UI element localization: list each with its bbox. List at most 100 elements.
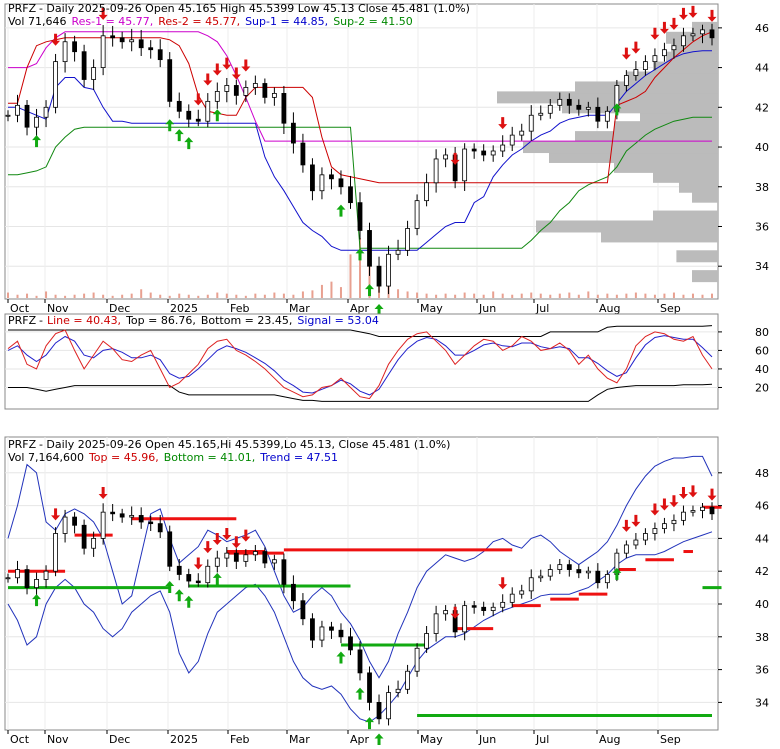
- volume-bar: [473, 293, 476, 298]
- candle-body: [129, 39, 135, 43]
- up-arrow-marker: [32, 594, 42, 607]
- volume-profile-bar: [601, 230, 718, 243]
- volume-bar: [73, 294, 76, 298]
- x-tick-label: Nov: [47, 302, 69, 315]
- y-tick-label: 44: [755, 532, 769, 545]
- candle-body: [148, 521, 154, 525]
- x-tick-label: Jul: [535, 302, 549, 315]
- volume-bar: [539, 293, 542, 298]
- sup2-readout: Sup-2 = 41.50: [333, 15, 413, 28]
- candle-body: [509, 593, 515, 603]
- up-arrow-marker: [32, 135, 42, 148]
- volume-profile-bar: [653, 170, 718, 183]
- volume-profile-bar: [497, 91, 718, 104]
- y-tick-label: 48: [755, 467, 769, 480]
- x-tick-label: Nov: [47, 733, 69, 745]
- candle-body: [643, 61, 648, 70]
- candle-body: [643, 533, 648, 541]
- down-arrow-marker: [51, 508, 61, 521]
- y-tick-label: 34: [755, 260, 769, 273]
- candle-body: [595, 106, 601, 122]
- volume-bar: [254, 293, 257, 298]
- trend-volume-readout: Vol 7,164,600: [8, 451, 84, 464]
- candle-body: [519, 590, 525, 595]
- down-arrow-marker: [222, 57, 232, 70]
- up-arrow-marker: [612, 567, 622, 580]
- volume-bar: [711, 293, 713, 298]
- up-arrow-marker: [612, 103, 622, 116]
- candle-body: [43, 106, 49, 118]
- candle-body: [53, 533, 58, 572]
- down-arrow-marker: [688, 5, 698, 18]
- osc-line-readout: Line = 40.43,: [47, 314, 121, 327]
- volume-bar: [482, 294, 485, 298]
- volume-bar: [26, 293, 29, 298]
- candle-body: [329, 626, 334, 631]
- volume-bar: [64, 295, 67, 298]
- trend-ticker: PRFZ: [8, 438, 37, 451]
- candle-body: [252, 551, 258, 556]
- candle-body: [271, 93, 277, 98]
- down-arrow-marker: [631, 514, 641, 527]
- candle-body: [652, 528, 658, 534]
- volume-bar: [83, 293, 86, 298]
- price-ohlc-text: - Daily 2025-09-26 Open 45.165 High 45.5…: [39, 2, 470, 15]
- volume-bar: [549, 294, 552, 298]
- volume-profile-bar: [676, 250, 718, 263]
- candle-body: [243, 87, 249, 96]
- volume-bar: [492, 291, 495, 298]
- candle-body: [5, 114, 11, 117]
- volume-bar: [140, 289, 143, 298]
- volume-bar: [634, 292, 637, 298]
- candle-body: [633, 69, 639, 76]
- volume-bar: [435, 294, 438, 298]
- candle-body: [319, 626, 325, 641]
- candle-body: [367, 230, 372, 267]
- candle-body: [300, 142, 306, 166]
- candle-body: [405, 670, 410, 690]
- candle-body: [34, 116, 39, 128]
- candle-body: [557, 564, 563, 570]
- x-tick-label: May: [420, 302, 443, 315]
- res1-readout: Res-1 = 45.77,: [71, 15, 153, 28]
- oscillator-signal-line: [7, 335, 713, 396]
- candle-body: [348, 186, 353, 204]
- up-arrow-marker: [165, 581, 175, 594]
- up-arrow-marker: [355, 248, 365, 261]
- x-tick-label: Jun: [478, 733, 496, 745]
- candle-body: [15, 569, 20, 579]
- candle-body: [386, 692, 391, 720]
- candle-body: [414, 200, 420, 229]
- osc-signal-readout: Signal = 53.04: [297, 314, 379, 327]
- trend-header-line1: PRFZ - Daily 2025-09-26 Open 45.165,Hi 45…: [8, 438, 450, 451]
- up-arrow-marker: [174, 129, 184, 142]
- down-arrow-marker: [222, 528, 232, 541]
- volume-profile-bar: [614, 160, 718, 173]
- candle-body: [690, 33, 696, 37]
- up-arrow-marker: [365, 284, 375, 297]
- down-arrow-marker: [650, 27, 660, 40]
- volume-bar: [511, 294, 514, 298]
- x-tick-label: May: [420, 733, 443, 745]
- volume-profile-bar: [692, 190, 718, 203]
- down-arrow-marker: [678, 487, 688, 500]
- up-arrow-marker: [212, 109, 222, 122]
- candle-body: [623, 544, 629, 554]
- candle-body: [24, 104, 30, 128]
- volume-bar: [178, 293, 181, 298]
- trend-bottom-readout: Bottom = 41.01,: [164, 451, 256, 464]
- volume-profile-bar: [614, 121, 718, 134]
- volume-bar: [558, 293, 561, 298]
- candle-body: [262, 551, 268, 564]
- down-arrow-marker: [241, 529, 251, 542]
- down-arrow-marker: [212, 63, 222, 76]
- volume-bar: [596, 294, 599, 298]
- volume-bar: [682, 294, 685, 298]
- y-tick-label: 36: [755, 664, 769, 677]
- oscillator-header: PRFZ - Line = 40.43, Top = 86.76, Bottom = 2…: [8, 314, 379, 327]
- down-arrow-marker: [193, 93, 203, 106]
- candle-body: [291, 583, 296, 602]
- trend-trend-readout: Trend = 47.51: [259, 451, 338, 464]
